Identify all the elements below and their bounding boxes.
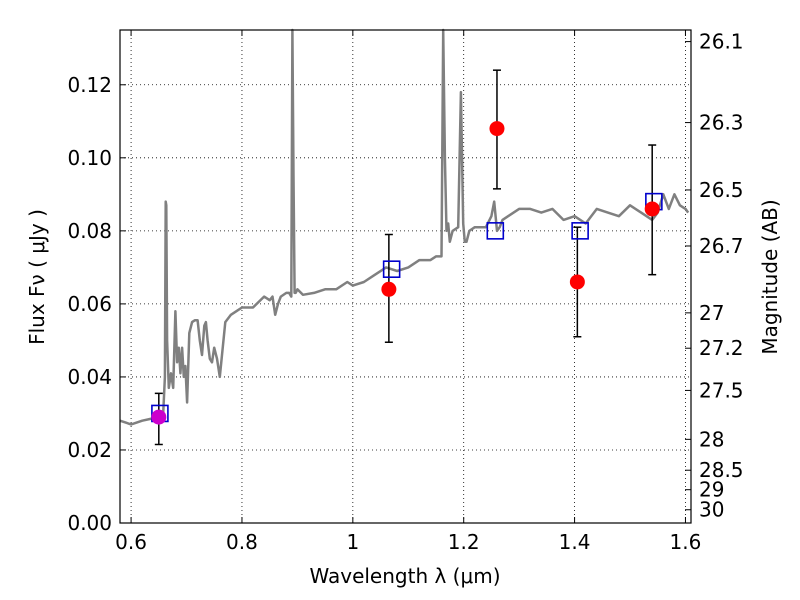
magnitude-tick-label: 26.5 (699, 178, 744, 202)
magnitude-tick-label: 29 (699, 478, 724, 502)
observed-photometry-point (569, 274, 585, 290)
magnitude-tick-label: 30 (699, 498, 724, 522)
y-tick-label: 0.00 (67, 511, 112, 535)
x-tick-label: 1.6 (670, 530, 702, 554)
magnitude-tick-label: 28.5 (699, 458, 744, 482)
magnitude-tick-label: 27.5 (699, 378, 744, 402)
y-axis-title: Flux Fν ( μJy ) (25, 209, 49, 345)
y-tick-label: 0.02 (67, 438, 112, 462)
x-tick-label: 0.6 (115, 530, 147, 554)
x-tick-label: 1 (346, 530, 359, 554)
y-tick-label: 0.10 (67, 146, 112, 170)
synthetic-photometry-point (571, 222, 589, 240)
plot-frame (119, 29, 692, 524)
observed-photometry-point (151, 409, 167, 425)
magnitude-tick-label: 27.2 (699, 336, 744, 360)
observed-photometry-point (489, 121, 505, 137)
magnitude-tick-label: 26.3 (699, 111, 744, 135)
observed-photometry-layer (151, 121, 660, 425)
x-tick-label: 1.4 (559, 530, 591, 554)
grid-layer (120, 30, 691, 524)
magnitude-tick-label: 27 (699, 301, 724, 325)
y-tick-label: 0.06 (67, 292, 112, 316)
x-axis-title: Wavelength λ (μm) (309, 564, 500, 588)
y2-axis-title: Magnitude (AB) (758, 199, 782, 354)
observed-photometry-point (644, 201, 660, 217)
x-tick-label: 0.8 (226, 530, 258, 554)
model-spectrum-layer (119, 28, 690, 426)
model-spectrum-line (119, 28, 690, 426)
errorbar-layer (154, 69, 657, 446)
y-tick-label: 0.04 (67, 365, 112, 389)
y-tick-label: 0.12 (67, 73, 112, 97)
y-axis-ticks: 0.00 0.02 0.04 0.06 0.08 0.10 0.12 (67, 73, 126, 535)
synthetic-photometry-point (486, 222, 505, 240)
magnitude-tick-label: 26.7 (699, 234, 744, 258)
observed-photometry-point (381, 281, 397, 297)
magnitude-tick-label: 26.1 (699, 30, 744, 54)
synthetic-photometry-layer (151, 192, 663, 423)
x-tick-label: 1.2 (448, 530, 480, 554)
x-axis-ticks: 0.6 0.8 1 1.2 1.4 1.6 (115, 30, 701, 554)
magnitude-tick-label: 28 (699, 427, 724, 451)
synthetic-photometry-point (382, 260, 401, 278)
y-tick-label: 0.08 (67, 219, 112, 243)
